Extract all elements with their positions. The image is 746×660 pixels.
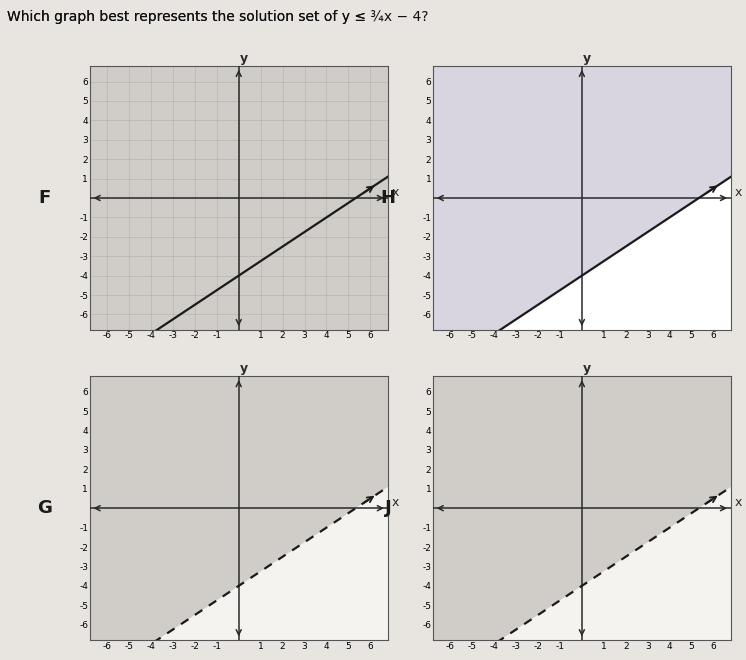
Text: x: x bbox=[391, 496, 398, 509]
Text: x: x bbox=[734, 185, 742, 199]
Text: H: H bbox=[380, 189, 395, 207]
Text: Which graph best represents the solution set of y ≤: Which graph best represents the solution… bbox=[7, 10, 371, 24]
Text: F: F bbox=[39, 189, 51, 207]
Text: y: y bbox=[240, 362, 248, 376]
Text: y: y bbox=[583, 362, 592, 376]
Text: y: y bbox=[583, 52, 592, 65]
Text: y: y bbox=[240, 52, 248, 65]
Text: G: G bbox=[37, 499, 52, 517]
Text: x: x bbox=[734, 496, 742, 509]
Text: x: x bbox=[391, 185, 398, 199]
Text: J: J bbox=[384, 499, 392, 517]
Text: Which graph best represents the solution set of y ≤ ¾x − 4?: Which graph best represents the solution… bbox=[7, 10, 429, 24]
